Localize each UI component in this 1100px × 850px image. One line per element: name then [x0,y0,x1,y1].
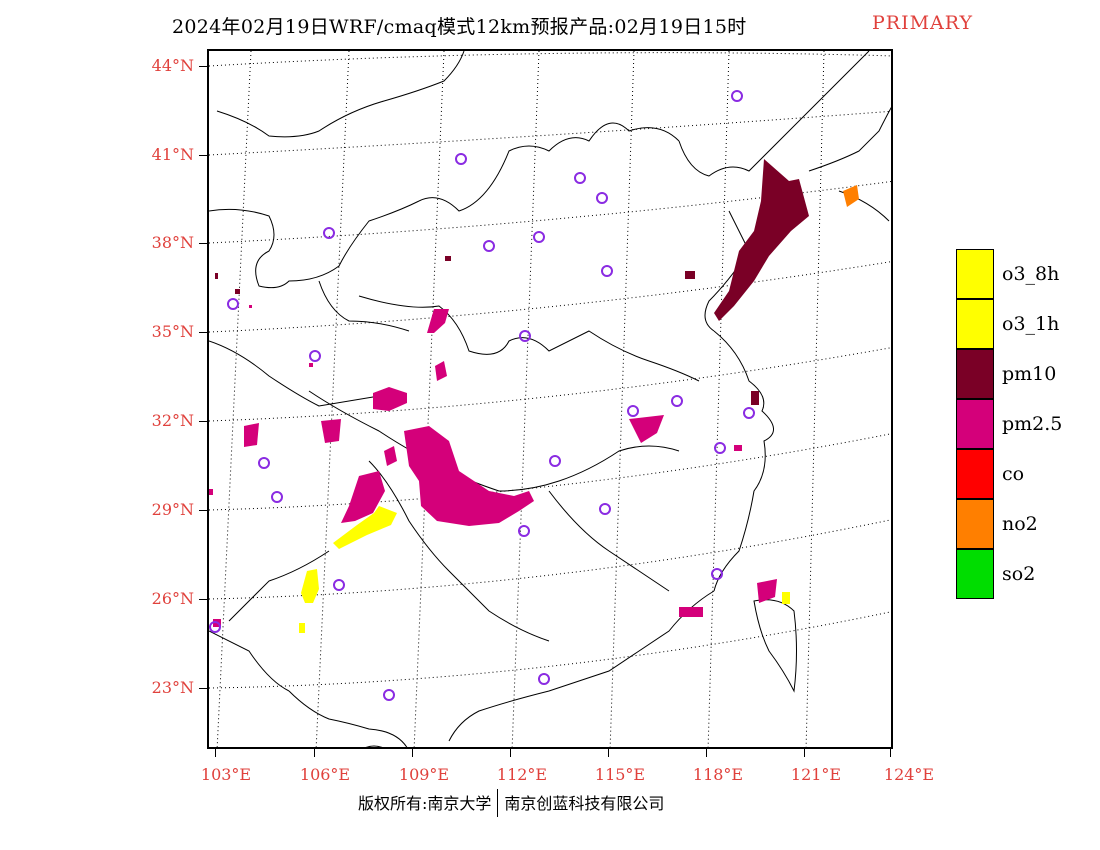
graticule [209,51,891,747]
lat-tick [199,155,207,156]
o3-areas [299,506,790,633]
lat-label-38: 38°N [151,233,194,252]
legend-swatch [956,299,994,349]
legend-label: pm2.5 [1002,413,1063,435]
legend-label: o3_1h [1002,313,1060,335]
lat-tick [199,599,207,600]
lon-label-118: 118°E [692,765,744,784]
lat-tick [199,688,207,689]
map-canvas [209,51,891,747]
legend-swatch [956,249,994,299]
lon-label-109: 109°E [398,765,450,784]
lat-tick [199,66,207,67]
no2-areas [843,185,859,207]
lon-tick [890,749,891,757]
lon-label-112: 112°E [496,765,548,784]
legend-label: o3_8h [1002,263,1060,285]
lon-label-121: 121°E [790,765,842,784]
lon-tick [608,749,609,757]
lon-label-124: 124°E [883,765,935,784]
station-markers [209,90,755,701]
legend-swatch [956,549,994,599]
legend-swatch [956,449,994,499]
boundaries [209,51,891,747]
lon-tick [804,749,805,757]
legend-swatch [956,499,994,549]
map-frame[interactable] [207,49,893,749]
lat-label-44: 44°N [151,56,194,75]
lat-tick [199,510,207,511]
lon-tick [412,749,413,757]
legend-label: co [1002,463,1025,485]
title-text: 2024年02月19日WRF/cmaq模式12km预报产品:02月19日15时 [172,16,747,38]
lon-tick [510,749,511,757]
lon-tick [215,749,216,757]
legend-label: so2 [1002,563,1036,585]
lat-label-23: 23°N [151,678,194,697]
lat-tick [199,421,207,422]
lon-label-106: 106°E [299,765,351,784]
lon-label-103: 103°E [200,765,252,784]
legend-label: pm10 [1002,363,1057,385]
lat-label-35: 35°N [151,322,194,341]
lat-label-29: 29°N [151,500,194,519]
lon-label-115: 115°E [594,765,646,784]
lat-label-41: 41°N [151,145,194,164]
pm10-areas [215,159,809,405]
legend-label: no2 [1002,513,1038,535]
legend-swatch [956,399,994,449]
footer-left: 版权所有:南京大学 [358,794,492,813]
lon-tick [314,749,315,757]
lat-label-32: 32°N [151,411,194,430]
lat-tick [199,332,207,333]
pm25-areas [209,305,777,627]
lon-tick [706,749,707,757]
copyright-footer: 版权所有:南京大学 南京创蓝科技有限公司 [358,788,665,819]
footer-right: 南京创蓝科技有限公司 [504,794,665,813]
lat-label-26: 26°N [151,589,194,608]
footer-separator [497,788,499,817]
title-tag: PRIMARY [872,12,974,34]
chart-title: 2024年02月19日WRF/cmaq模式12km预报产品:02月19日15时 … [0,12,1100,42]
legend-swatch [956,349,994,399]
lat-tick [199,243,207,244]
